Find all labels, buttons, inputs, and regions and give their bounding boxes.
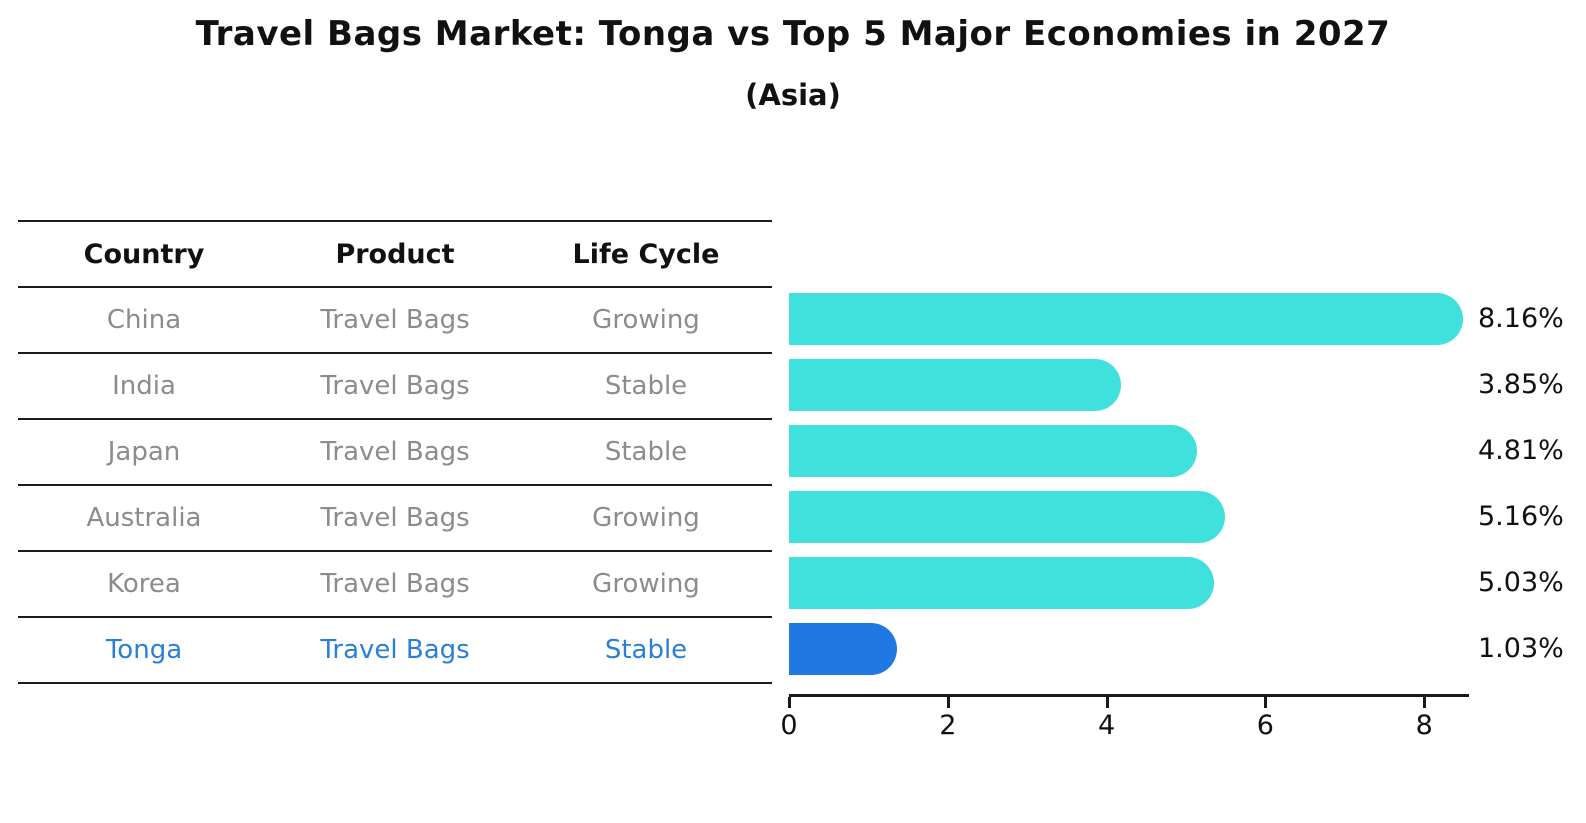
table-cell: Growing	[592, 569, 700, 599]
table-cell: Growing	[592, 305, 700, 335]
x-tick-mark	[1423, 697, 1427, 708]
bar-value-label: 5.16%	[1478, 501, 1564, 532]
table-cell: Travel Bags	[320, 635, 470, 665]
table-header-row: Country Product Life Cycle	[18, 220, 772, 286]
table-cell: China	[106, 305, 182, 335]
table-cell: Growing	[592, 503, 700, 533]
bar-value-label: 5.03%	[1478, 567, 1564, 598]
table-cell: Stable	[604, 437, 688, 467]
table-cell: Stable	[604, 371, 688, 401]
table-header-cell: Life Cycle	[572, 238, 720, 270]
table-row: India Travel Bags Stable	[18, 352, 772, 418]
bar	[789, 557, 1214, 609]
bar-highlight	[789, 623, 897, 675]
table-row: China Travel Bags Growing	[18, 286, 772, 352]
table-row: Australia Travel Bags Growing	[18, 484, 772, 550]
x-tick-label: 2	[939, 710, 957, 741]
table-cell: Travel Bags	[320, 305, 470, 335]
table-cell: Travel Bags	[320, 371, 470, 401]
bar-value-label: 3.85%	[1478, 369, 1564, 400]
bar	[789, 491, 1225, 543]
table-row: Tonga Travel Bags Stable	[18, 616, 772, 682]
bar	[789, 293, 1463, 345]
x-tick-label: 4	[1098, 710, 1116, 741]
table-cell: Travel Bags	[320, 437, 470, 467]
bar-value-label: 8.16%	[1478, 303, 1564, 334]
x-tick-mark	[946, 697, 950, 708]
table-row: Korea Travel Bags Growing	[18, 550, 772, 616]
x-tick-label: 6	[1256, 710, 1274, 741]
bar	[789, 425, 1197, 477]
table-cell: India	[112, 371, 176, 401]
table-cell: Travel Bags	[320, 503, 470, 533]
x-tick-label: 8	[1415, 710, 1433, 741]
x-tick-mark	[788, 697, 791, 708]
bar-value-label: 4.81%	[1478, 435, 1564, 466]
table-header-cell: Product	[335, 238, 455, 270]
comparison-table: Country Product Life Cycle China Travel Bags…	[18, 220, 772, 684]
table-cell: Travel Bags	[320, 569, 470, 599]
chart-subtitle: (Asia)	[745, 78, 841, 112]
x-tick-mark	[1264, 697, 1268, 708]
table-cell: Australia	[86, 503, 202, 533]
chart-title: Travel Bags Market: Tonga vs Top 5 Major…	[195, 14, 1391, 54]
table-row: Japan Travel Bags Stable	[18, 418, 772, 484]
bar	[789, 359, 1121, 411]
table-header-cell: Country	[83, 238, 205, 270]
table-cell: Korea	[107, 569, 181, 599]
x-tick-label: 0	[780, 710, 798, 741]
x-tick-mark	[1105, 697, 1109, 708]
x-axis-line	[789, 694, 1469, 697]
table-cell: Japan	[107, 437, 181, 467]
bar-value-label: 1.03%	[1478, 633, 1564, 664]
table-cell: Tonga	[105, 635, 183, 665]
table-cell: Stable	[604, 635, 688, 665]
